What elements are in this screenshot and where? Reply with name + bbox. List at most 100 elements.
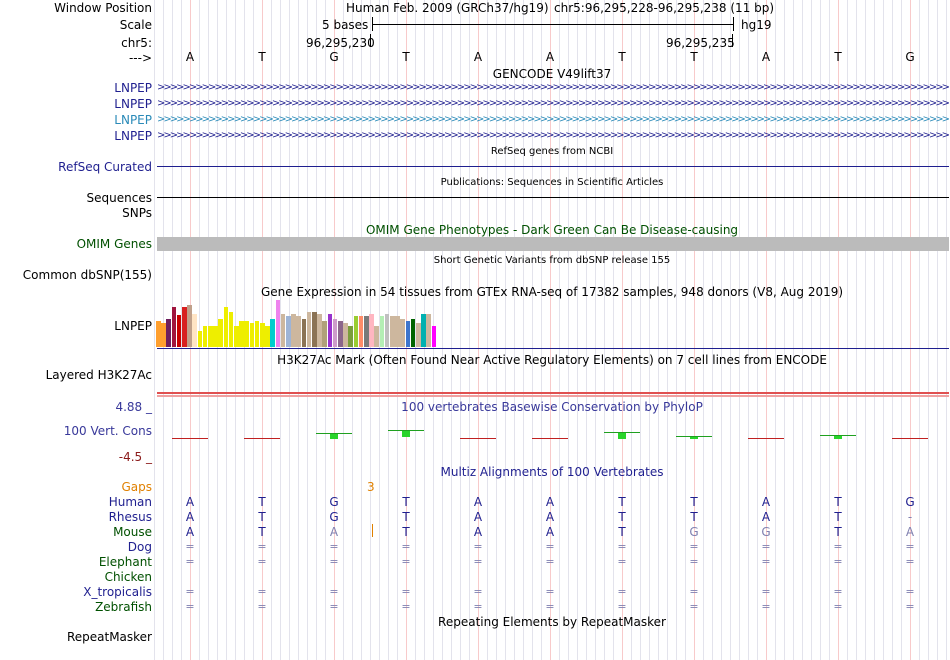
gtex-tissue-bar[interactable] xyxy=(156,321,161,347)
species-chicken-label[interactable]: Chicken xyxy=(104,570,152,584)
gene-label-2[interactable]: LNPEP xyxy=(114,97,152,111)
gtex-title[interactable]: Gene Expression in 54 tissues from GTEx … xyxy=(260,285,844,299)
sequence-base[interactable]: A xyxy=(185,50,195,64)
common-dbsnp-label[interactable]: Common dbSNP(155) xyxy=(22,268,152,282)
sequence-base[interactable]: T xyxy=(690,50,698,64)
gtex-tissue-bar[interactable] xyxy=(176,315,182,347)
sequence-base[interactable]: A xyxy=(473,50,483,64)
gtex-tissue-bar[interactable] xyxy=(379,316,385,347)
gtex-tissue-bar[interactable] xyxy=(202,326,208,347)
gtex-tissue-bar[interactable] xyxy=(322,321,327,347)
sequence-base[interactable]: G xyxy=(905,50,915,64)
gtex-tissue-bar[interactable] xyxy=(416,323,421,347)
gtex-tissue-bar[interactable] xyxy=(306,312,312,347)
gtex-tissue-bar[interactable] xyxy=(280,314,286,347)
multiz-title[interactable]: Multiz Alignments of 100 Vertebrates xyxy=(440,465,664,479)
repeatmasker-label[interactable]: RepeatMasker xyxy=(66,630,152,644)
omim-title[interactable]: OMIM Gene Phenotypes - Dark Green Can Be… xyxy=(365,223,739,237)
gtex-tissue-bar[interactable] xyxy=(374,326,379,347)
gtex-tissue-bar[interactable] xyxy=(332,319,338,347)
gtex-tissue-bar[interactable] xyxy=(384,314,390,347)
h3k27ac-signal-2[interactable] xyxy=(157,395,949,397)
gtex-tissue-bar[interactable] xyxy=(197,331,203,347)
gtex-tissue-bar[interactable] xyxy=(182,307,187,347)
gtex-tissue-bar[interactable] xyxy=(369,314,374,347)
gtex-tissue-bar[interactable] xyxy=(327,314,333,347)
sequence-base[interactable]: T xyxy=(834,50,842,64)
gtex-tissue-bar[interactable] xyxy=(239,321,244,347)
gene-label-1[interactable]: LNPEP xyxy=(114,81,152,95)
gtex-tissue-bar[interactable] xyxy=(296,316,301,347)
snps-label[interactable]: SNPs xyxy=(122,206,152,220)
gtex-tissue-bar[interactable] xyxy=(254,321,260,347)
gtex-tissue-bar[interactable] xyxy=(192,314,197,347)
gtex-tissue-bar[interactable] xyxy=(187,305,192,347)
gtex-tissue-bar[interactable] xyxy=(395,316,400,347)
gtex-label[interactable]: LNPEP xyxy=(114,319,152,333)
gtex-tissue-bar[interactable] xyxy=(390,316,395,347)
sequence-base[interactable]: G xyxy=(329,50,339,64)
gene-model-3[interactable]: >>>>>>>>>>>>>>>>>>>>>>>>>>>>>>>>>>>>>>>>… xyxy=(157,115,949,124)
gtex-tissue-bar[interactable] xyxy=(265,326,270,347)
refseq-label[interactable]: RefSeq Curated xyxy=(58,160,152,174)
gtex-tissue-bar[interactable] xyxy=(400,319,405,347)
species-mouse-label[interactable]: Mouse xyxy=(113,525,152,539)
gtex-tissue-bar[interactable] xyxy=(312,312,317,347)
gtex-bar-chart[interactable] xyxy=(156,300,556,347)
gtex-tissue-bar[interactable] xyxy=(249,323,255,347)
gtex-tissue-bar[interactable] xyxy=(343,323,348,347)
gtex-tissue-bar[interactable] xyxy=(353,316,359,347)
publications-title[interactable]: Publications: Sequences in Scientific Ar… xyxy=(440,177,664,188)
gene-model-4[interactable]: >>>>>>>>>>>>>>>>>>>>>>>>>>>>>>>>>>>>>>>>… xyxy=(157,131,949,140)
cons-label[interactable]: 100 Vert. Cons xyxy=(63,424,152,438)
omim-label[interactable]: OMIM Genes xyxy=(76,237,152,251)
dbsnp-title[interactable]: Short Genetic Variants from dbSNP releas… xyxy=(433,255,671,266)
gaps-label[interactable]: Gaps xyxy=(121,480,152,494)
gtex-tissue-bar[interactable] xyxy=(270,319,275,347)
gtex-tissue-bar[interactable] xyxy=(260,323,265,347)
publications-line[interactable] xyxy=(157,197,949,198)
gtex-tissue-bar[interactable] xyxy=(275,300,281,347)
gtex-tissue-bar[interactable] xyxy=(358,316,364,347)
gtex-tissue-bar[interactable] xyxy=(301,319,307,347)
phylop-title[interactable]: 100 vertebrates Basewise Conservation by… xyxy=(401,400,703,414)
gtex-tissue-bar[interactable] xyxy=(426,314,431,347)
gtex-tissue-bar[interactable] xyxy=(171,307,177,347)
gtex-tissue-bar[interactable] xyxy=(410,319,416,347)
gtex-tissue-bar[interactable] xyxy=(338,321,343,347)
gtex-tissue-bar[interactable] xyxy=(223,307,229,347)
sequence-base[interactable]: A xyxy=(761,50,771,64)
species-zebrafish-label[interactable]: Zebrafish xyxy=(95,600,152,614)
gtex-tissue-bar[interactable] xyxy=(161,323,166,347)
sequence-base[interactable]: T xyxy=(258,50,266,64)
gtex-tissue-bar[interactable] xyxy=(166,319,171,347)
h3k27ac-label[interactable]: Layered H3K27Ac xyxy=(45,368,152,382)
gtex-tissue-bar[interactable] xyxy=(291,314,296,347)
gtex-tissue-bar[interactable] xyxy=(405,321,411,347)
gene-model-2[interactable]: >>>>>>>>>>>>>>>>>>>>>>>>>>>>>>>>>>>>>>>>… xyxy=(157,99,949,108)
gtex-tissue-bar[interactable] xyxy=(348,326,353,347)
refseq-gene-line[interactable] xyxy=(157,166,949,167)
gtex-tissue-bar[interactable] xyxy=(228,312,234,347)
gtex-tissue-bar[interactable] xyxy=(364,316,369,347)
gtex-tissue-bar[interactable] xyxy=(431,326,437,347)
sequence-base[interactable]: T xyxy=(402,50,410,64)
gtex-tissue-bar[interactable] xyxy=(421,314,426,347)
species-rhesus-label[interactable]: Rhesus xyxy=(108,510,152,524)
gtex-tissue-bar[interactable] xyxy=(218,319,223,347)
sequences-label[interactable]: Sequences xyxy=(86,191,152,205)
gtex-tissue-bar[interactable] xyxy=(234,326,239,347)
gtex-tissue-bar[interactable] xyxy=(286,316,291,347)
repeatmasker-title[interactable]: Repeating Elements by RepeatMasker xyxy=(438,615,666,629)
refseq-title[interactable]: RefSeq genes from NCBI xyxy=(490,146,614,157)
species-xtropicalis-label[interactable]: X_tropicalis xyxy=(83,585,152,599)
species-human-label[interactable]: Human xyxy=(108,495,152,509)
gtex-tissue-bar[interactable] xyxy=(213,326,218,347)
sequence-base[interactable]: A xyxy=(545,50,555,64)
h3k27ac-title[interactable]: H3K27Ac Mark (Often Found Near Active Re… xyxy=(277,353,827,367)
gene-model-1[interactable]: >>>>>>>>>>>>>>>>>>>>>>>>>>>>>>>>>>>>>>>>… xyxy=(157,83,949,92)
omim-gene-bar[interactable] xyxy=(157,237,949,251)
gene-label-3[interactable]: LNPEP xyxy=(114,113,152,127)
gtex-tissue-bar[interactable] xyxy=(208,326,213,347)
gencode-title[interactable]: GENCODE V49lift37 xyxy=(492,67,612,81)
